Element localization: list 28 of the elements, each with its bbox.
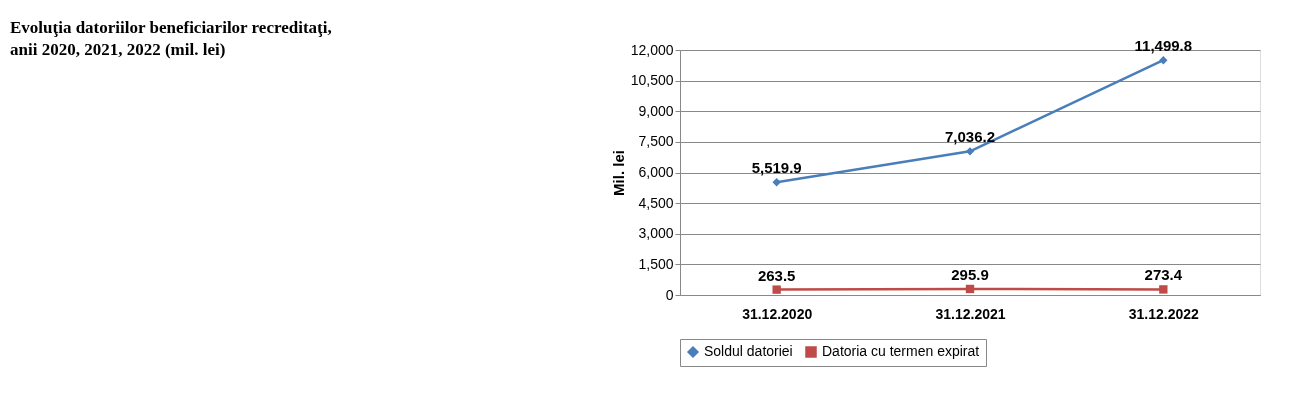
data-label: 273.4 — [1144, 266, 1183, 284]
point — [772, 178, 781, 187]
y-tick-label: 4,500 — [638, 194, 674, 211]
y-tick-label: 1,500 — [638, 255, 674, 272]
text: Evoluţia datoriilor beneficiarilor recreditaţi, anii 2020, 2021, 2022 (mil. lei) — [10, 18, 332, 59]
point — [772, 285, 781, 294]
data-label: 5,519.9 — [751, 159, 802, 177]
x-tick-label: 31.12.2021 — [935, 305, 1006, 322]
y-tick-label: 10,500 — [630, 72, 674, 89]
y-axis-title: Mil. lei — [609, 150, 627, 196]
y-tick-label: 9,000 — [638, 102, 674, 119]
y-tick-label: 3,000 — [638, 225, 674, 242]
point — [965, 284, 975, 294]
data-label: 295.9 — [951, 265, 989, 283]
y-tick-label: 12,000 — [630, 41, 674, 58]
legend-label: Soldul datoriei — [704, 343, 793, 359]
x-tick-label: 31.12.2022 — [1128, 305, 1200, 322]
legend-label: Datoria cu termen expirat — [822, 343, 980, 359]
point — [1159, 285, 1168, 294]
point — [965, 147, 975, 156]
x-tick-label: 31.12.2020 — [742, 305, 813, 322]
y-tick-label: 0 — [665, 286, 674, 303]
y-tick-label: 7,500 — [638, 133, 674, 150]
y-tick-label: 6,000 — [638, 164, 674, 180]
data-label: 7,036.2 — [944, 128, 996, 146]
point — [1159, 56, 1168, 65]
data-label: 263.5 — [757, 266, 796, 284]
data-label: 11,499.8 — [1134, 37, 1193, 55]
